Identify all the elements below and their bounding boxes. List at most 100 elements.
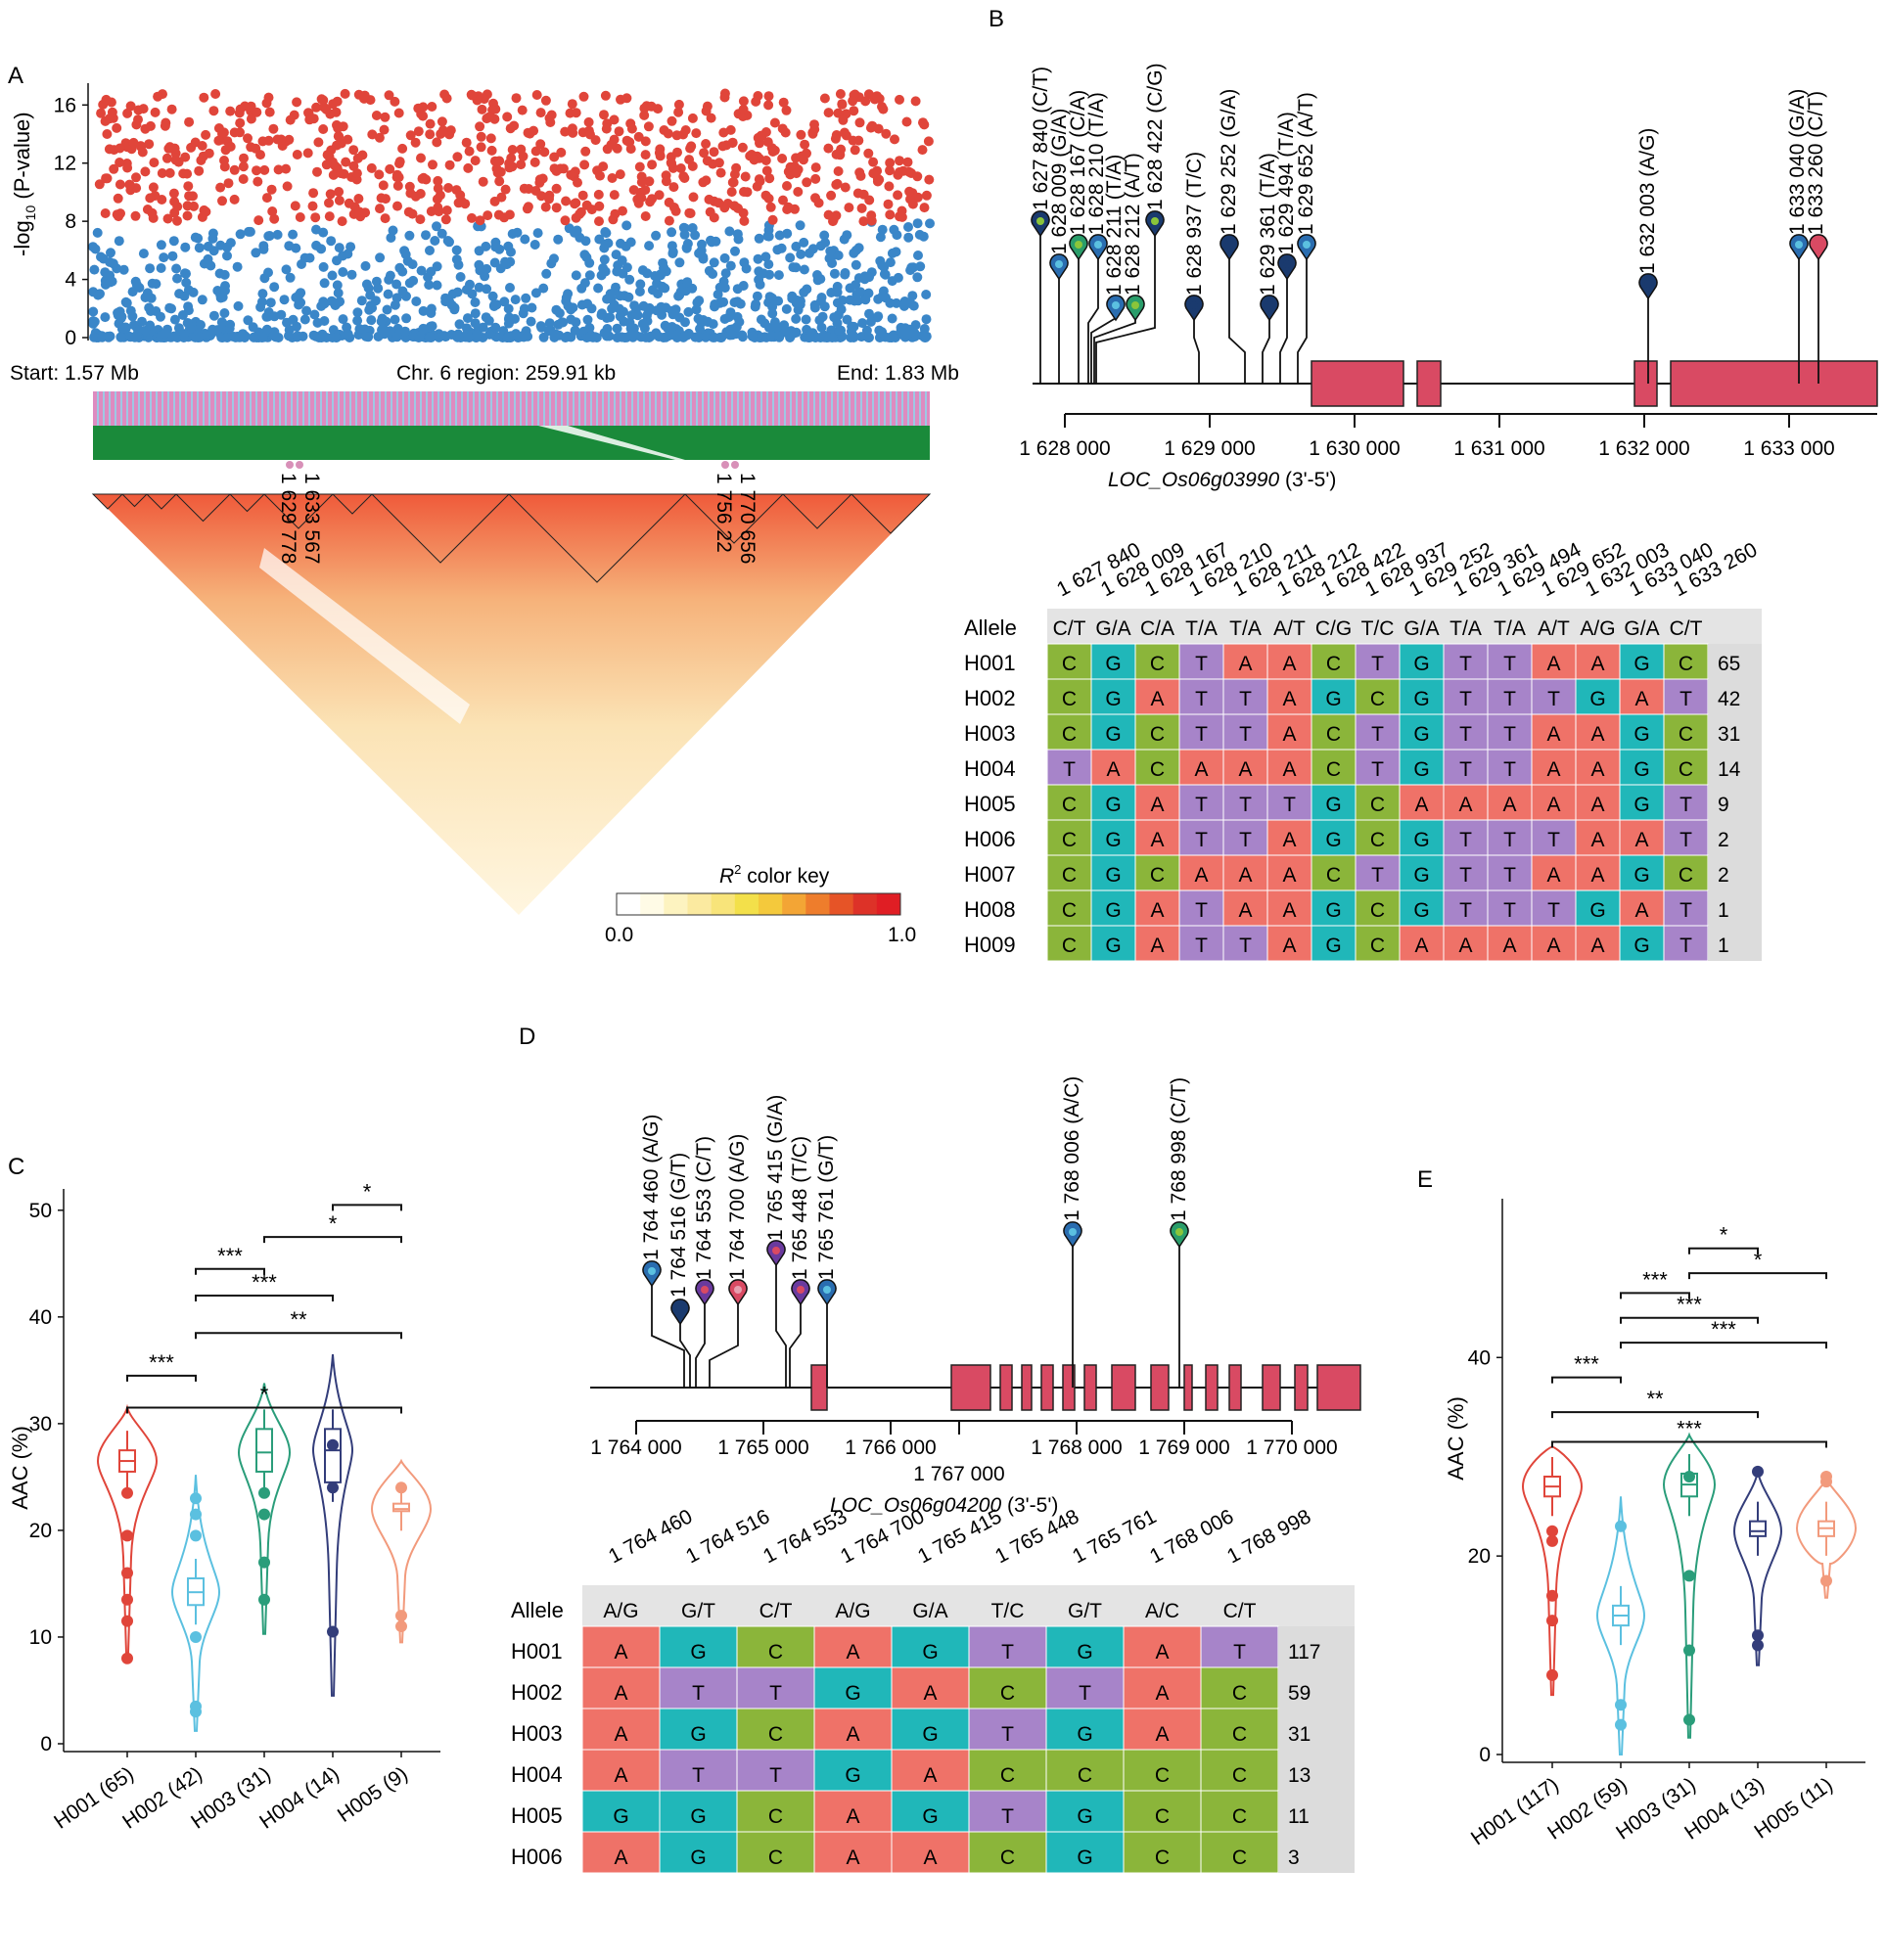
- haplotype-count: 117: [1288, 1641, 1320, 1664]
- base-letter: T: [1001, 1805, 1014, 1828]
- outlier-point: [327, 1625, 339, 1638]
- sig-point: [719, 88, 730, 99]
- panel-label-b: B: [989, 6, 1004, 32]
- base-letter: C: [1155, 1805, 1170, 1828]
- base-cell: [736, 1666, 815, 1709]
- significance-bracket: [1688, 1247, 1759, 1254]
- sig-point: [285, 114, 296, 125]
- nonsig-point: [424, 280, 435, 291]
- ld-block: [331, 493, 374, 515]
- base-cell: [1575, 819, 1621, 856]
- sig-point: [321, 160, 332, 170]
- box: [392, 1502, 410, 1513]
- sig-point: [848, 96, 858, 107]
- sig-point: [476, 142, 486, 153]
- sig-point: [130, 210, 141, 221]
- nonsig-point: [659, 262, 669, 273]
- x-tick-label: H005 (11): [1750, 1773, 1836, 1844]
- nonsig-point: [159, 252, 169, 263]
- nonsig-point: [701, 332, 712, 342]
- nonsig-point: [905, 265, 916, 276]
- nonsig-point: [877, 292, 888, 301]
- sig-point: [124, 179, 135, 190]
- base-letter: C: [1326, 653, 1341, 675]
- sig-point: [324, 198, 334, 208]
- nonsig-point: [147, 278, 158, 289]
- nonsig-point: [634, 287, 645, 296]
- base-letter: C: [1062, 829, 1077, 851]
- base-cell: [1443, 749, 1489, 786]
- nonsig-point: [332, 280, 343, 291]
- nonsig-point: [259, 273, 270, 284]
- nonsig-point: [852, 296, 863, 306]
- base-cell: [968, 1749, 1047, 1792]
- sig-point: [235, 127, 245, 138]
- ld-position-label: 1 633 567: [300, 473, 323, 564]
- nonsig-point: [773, 270, 784, 281]
- allele-header: C/T: [1670, 617, 1703, 640]
- nonsig-point: [244, 226, 253, 237]
- base-letter: C: [1155, 1846, 1170, 1869]
- snp-label: 1 628 210 (T/A): [1085, 92, 1108, 235]
- base-letter: G: [1105, 864, 1121, 887]
- base-letter: A: [614, 1723, 627, 1746]
- sig-point: [809, 119, 819, 130]
- allele-header-label: Allele: [511, 1598, 564, 1622]
- base-letter: C: [1232, 1723, 1247, 1746]
- sig-point: [223, 178, 234, 189]
- sig-point: [357, 150, 368, 160]
- sig-point: [208, 106, 219, 116]
- sig-point: [467, 90, 478, 101]
- base-cell: [1090, 854, 1136, 891]
- base-letter: G: [1325, 899, 1341, 922]
- sig-point: [733, 203, 743, 213]
- base-cell: [1178, 713, 1224, 751]
- ld-connector: [93, 426, 930, 460]
- outlier-point: [1546, 1525, 1558, 1537]
- panel-label-a: A: [8, 63, 23, 89]
- sig-point: [546, 110, 557, 120]
- exon: [1294, 1364, 1309, 1411]
- base-cell: [1046, 713, 1092, 751]
- sig-point: [253, 176, 263, 187]
- nonsig-point: [257, 289, 268, 299]
- base-letter: G: [613, 1805, 628, 1828]
- sig-point: [194, 165, 205, 176]
- sig-point: [767, 214, 778, 225]
- sig-point: [341, 157, 351, 167]
- nonsig-point: [674, 257, 685, 268]
- base-letter: C: [1232, 1846, 1247, 1869]
- y-tick-label: 12: [54, 153, 76, 175]
- axis-tick-label: 1 633 000: [1743, 437, 1834, 460]
- base-cell: [1311, 889, 1357, 927]
- sig-point: [122, 108, 133, 118]
- base-cell: [1046, 889, 1092, 927]
- base-letter: T: [1371, 758, 1384, 781]
- nonsig-point: [120, 323, 131, 334]
- base-letter: T: [1239, 723, 1252, 746]
- sig-point: [585, 129, 595, 140]
- nonsig-point: [566, 314, 576, 325]
- significance-bracket: [1620, 1292, 1690, 1299]
- y-tick-label: 30: [29, 1413, 52, 1436]
- sig-point: [213, 135, 224, 146]
- sig-point: [494, 176, 505, 187]
- sig-point: [675, 163, 686, 173]
- nonsig-point: [836, 304, 847, 315]
- nonsig-point: [772, 245, 783, 255]
- nonsig-point: [251, 248, 261, 258]
- sig-point: [273, 164, 284, 175]
- sig-point: [636, 193, 647, 204]
- base-letter: A: [1458, 934, 1472, 957]
- outlier-point: [258, 1486, 270, 1499]
- nonsig-point: [127, 287, 138, 297]
- snp-stem: [1095, 227, 1156, 384]
- base-cell: [1200, 1708, 1279, 1751]
- sig-point: [578, 91, 589, 102]
- nonsig-point: [527, 302, 537, 313]
- base-letter: C: [1150, 653, 1165, 675]
- base-letter: G: [1413, 829, 1429, 851]
- count-cell: [1708, 855, 1762, 890]
- sig-point: [647, 160, 658, 170]
- allele-header: T/A: [1494, 617, 1526, 640]
